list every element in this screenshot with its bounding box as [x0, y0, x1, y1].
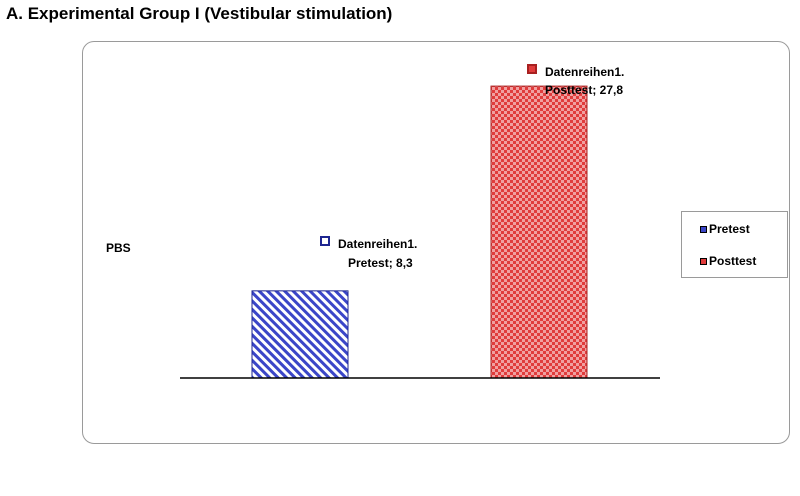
- chart-legend: Pretest Posttest: [681, 211, 788, 278]
- page-title: A. Experimental Group I (Vestibular stim…: [6, 4, 393, 23]
- legend-item-posttest: Posttest: [700, 254, 756, 268]
- legend-swatch-posttest: [700, 257, 707, 265]
- bar-posttest: [490, 85, 588, 379]
- legend-label-pretest: Pretest: [709, 222, 750, 236]
- legend-label-posttest: Posttest: [709, 254, 757, 268]
- legend-swatch-pretest: [700, 225, 707, 233]
- data-label-pretest-line1: Datenreihen1.: [338, 237, 417, 251]
- legend-item-pretest: Pretest: [700, 222, 750, 236]
- data-label-posttest-line1: Datenreihen1.: [545, 65, 624, 79]
- data-label-pretest-line2: Pretest; 8,3: [348, 256, 413, 270]
- bar-pretest: [251, 290, 349, 379]
- data-label-posttest-line2: Posttest; 27,8: [545, 83, 623, 97]
- data-label-marker-posttest: [527, 64, 537, 74]
- chart-area: [82, 41, 790, 444]
- data-label-marker-pretest: [320, 236, 330, 246]
- y-axis-label: PBS: [106, 241, 131, 255]
